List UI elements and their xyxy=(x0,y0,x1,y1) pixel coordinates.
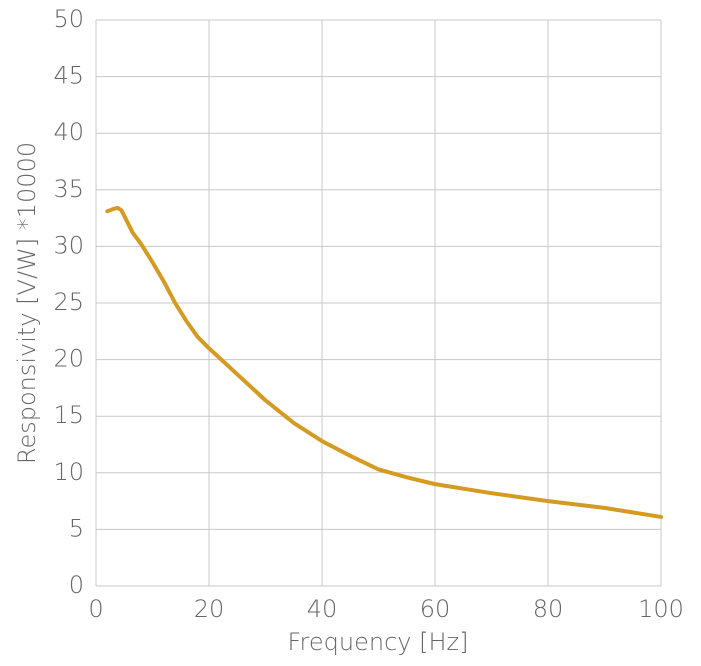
x-tick-label: 100 xyxy=(638,595,684,623)
y-tick-label: 35 xyxy=(53,175,84,203)
y-tick-label: 50 xyxy=(53,5,84,33)
y-tick-label: 45 xyxy=(53,62,84,90)
y-tick-label: 5 xyxy=(69,514,84,542)
x-tick-label: 80 xyxy=(533,595,564,623)
x-tick-label: 0 xyxy=(88,595,103,623)
y-tick-label: 30 xyxy=(53,231,84,259)
y-tick-label: 10 xyxy=(53,458,84,486)
x-tick-label: 20 xyxy=(194,595,225,623)
y-axis-label: Responsivity [V/W] *10000 xyxy=(13,142,41,464)
x-tick-label: 60 xyxy=(420,595,451,623)
data-line xyxy=(105,205,663,519)
y-tick-label: 15 xyxy=(53,401,84,429)
y-tick-label: 20 xyxy=(53,345,84,373)
y-tick-label: 40 xyxy=(53,118,84,146)
y-tick-label: 0 xyxy=(69,571,84,599)
x-tick-label: 40 xyxy=(307,595,338,623)
y-tick-label: 25 xyxy=(53,288,84,316)
x-axis-label: Frequency [Hz] xyxy=(288,628,469,656)
